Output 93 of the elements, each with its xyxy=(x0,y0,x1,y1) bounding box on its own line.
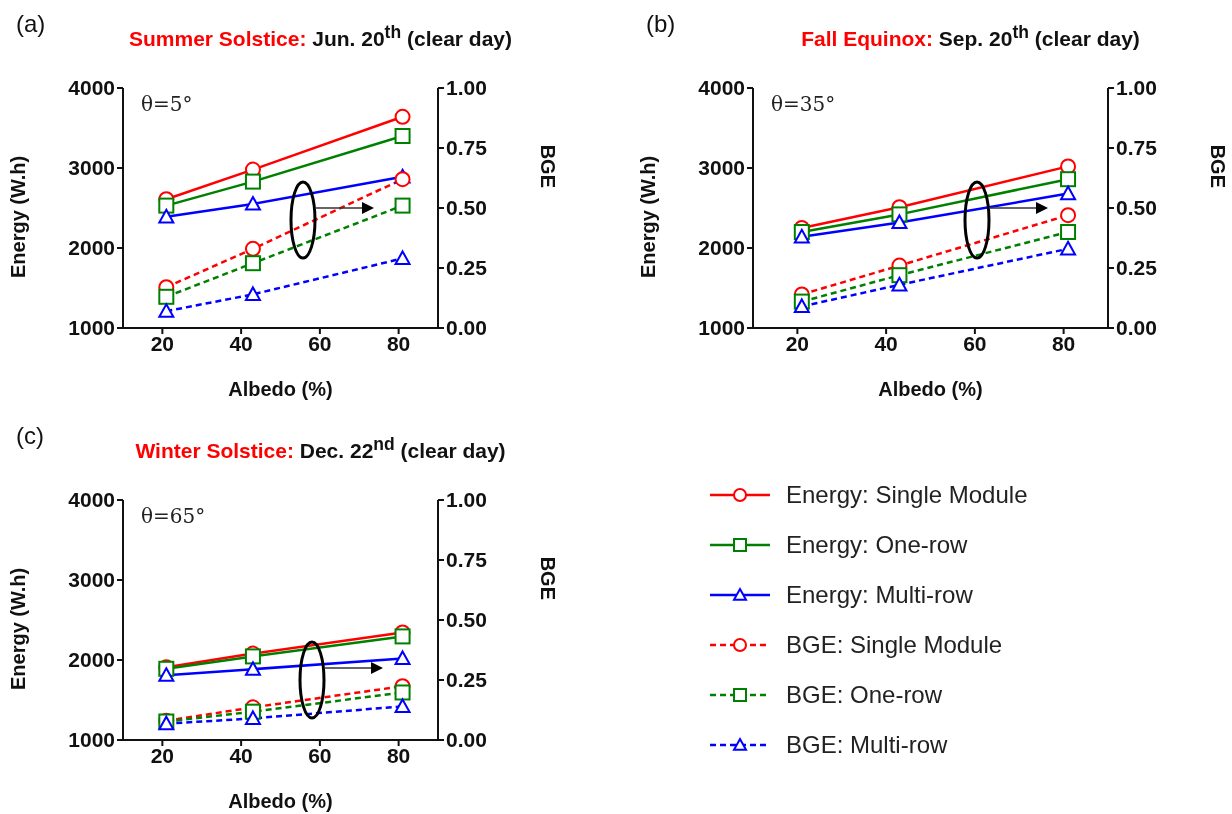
point xyxy=(1060,185,1077,201)
point xyxy=(394,171,411,188)
point xyxy=(244,240,261,257)
x-tick-label: 20 xyxy=(785,331,810,355)
y2-tick-label: 0.00 xyxy=(1116,316,1157,340)
y2-tick-label: 0.25 xyxy=(446,256,488,280)
y2-axis-title: BGE xyxy=(536,556,559,600)
y-axis-title: Energy (W.h) xyxy=(7,567,30,690)
point xyxy=(158,197,175,214)
text: (b) xyxy=(646,10,676,38)
point xyxy=(394,650,411,665)
y-tick-label: 4000 xyxy=(698,76,745,100)
chart-title: Winter Solstice: Dec. 22$^{nd}$ (clear day) xyxy=(135,434,506,462)
x-tick-label: 60 xyxy=(963,331,987,355)
text: (a) xyxy=(16,10,46,38)
point xyxy=(1060,224,1077,240)
x-tick-label: 20 xyxy=(150,331,175,355)
x-tick-label: 60 xyxy=(308,743,332,767)
y-tick-label: 2000 xyxy=(68,648,115,672)
annotation: θ=5° xyxy=(141,92,193,116)
x-axis-title: Albedo (%) xyxy=(228,790,333,812)
y-tick-label: 1000 xyxy=(698,316,745,340)
point xyxy=(158,208,175,224)
y-tick-label: 3000 xyxy=(698,156,745,180)
point xyxy=(244,255,261,272)
point xyxy=(394,128,411,144)
point xyxy=(244,710,261,725)
legend-label: BGE: Multi-row xyxy=(786,731,948,759)
x-tick-label: 80 xyxy=(386,743,411,767)
legend-label: Energy: Single Module xyxy=(786,481,1028,509)
point xyxy=(394,197,411,214)
y-tick-label: 2000 xyxy=(698,236,745,260)
y2-axis-title: BGE xyxy=(1206,144,1229,188)
y-tick-label: 1000 xyxy=(68,728,115,752)
x-tick-label: 80 xyxy=(386,331,411,355)
point xyxy=(394,684,411,701)
x-axis-title: Albedo (%) xyxy=(228,378,333,400)
y-tick-label: 3000 xyxy=(68,568,115,592)
x-tick-label: 40 xyxy=(229,743,253,767)
point xyxy=(244,286,261,301)
point xyxy=(394,698,411,713)
y2-tick-label: 1.00 xyxy=(446,76,487,100)
chart-title: Summer Solstice: Jun. 20$^{th}$ (clear day) xyxy=(128,22,513,50)
point xyxy=(244,196,261,211)
x-tick-label: 40 xyxy=(229,331,253,355)
y2-tick-label: 0.00 xyxy=(446,316,487,340)
annotation: θ=35° xyxy=(771,92,836,116)
point xyxy=(158,667,175,682)
point xyxy=(394,108,411,125)
y2-tick-label: 0.75 xyxy=(1116,136,1158,160)
y-tick-label: 4000 xyxy=(68,76,115,100)
x-tick-label: 60 xyxy=(308,331,332,355)
y2-tick-label: 0.50 xyxy=(1116,196,1157,220)
x-tick-label: 20 xyxy=(150,743,175,767)
y2-tick-label: 0.25 xyxy=(446,668,488,692)
point xyxy=(793,228,810,244)
y-tick-label: 4000 xyxy=(68,488,115,512)
y2-tick-label: 0.25 xyxy=(1116,256,1158,280)
y-axis-title: Energy (W.h) xyxy=(637,155,660,278)
y2-tick-label: 0.00 xyxy=(446,728,487,752)
y-tick-label: 2000 xyxy=(68,236,115,260)
point xyxy=(1060,207,1077,224)
y2-tick-label: 1.00 xyxy=(446,488,487,512)
legend-label: Energy: One-row xyxy=(786,531,968,559)
y2-tick-label: 0.75 xyxy=(446,136,488,160)
point xyxy=(244,661,261,676)
x-tick-label: 40 xyxy=(874,331,898,355)
point xyxy=(891,214,908,229)
y2-tick-label: 1.00 xyxy=(1116,76,1157,100)
legend-label: Energy: Multi-row xyxy=(786,581,973,609)
point xyxy=(394,628,411,645)
y2-tick-label: 0.50 xyxy=(446,196,487,220)
text: (c) xyxy=(16,422,44,450)
point xyxy=(1060,240,1077,256)
point xyxy=(244,173,261,190)
y-axis-title: Energy (W.h) xyxy=(7,155,30,278)
x-tick-label: 80 xyxy=(1051,331,1076,355)
legend-label: BGE: One-row xyxy=(786,681,943,709)
annotation: θ=65° xyxy=(141,504,206,528)
point xyxy=(891,276,908,292)
y-tick-label: 3000 xyxy=(68,156,115,180)
y2-tick-label: 0.50 xyxy=(446,608,487,632)
x-axis-title: Albedo (%) xyxy=(878,378,983,400)
point xyxy=(793,298,810,313)
point xyxy=(158,303,175,318)
point xyxy=(394,250,411,265)
y2-axis-title: BGE xyxy=(536,144,559,188)
legend-label: BGE: Single Module xyxy=(786,631,1003,659)
chart-title: Fall Equinox: Sep. 20$^{th}$ (clear day) xyxy=(801,22,1140,50)
y-tick-label: 1000 xyxy=(68,316,115,340)
point xyxy=(158,288,175,305)
y2-tick-label: 0.75 xyxy=(446,548,488,572)
point xyxy=(1060,171,1077,188)
